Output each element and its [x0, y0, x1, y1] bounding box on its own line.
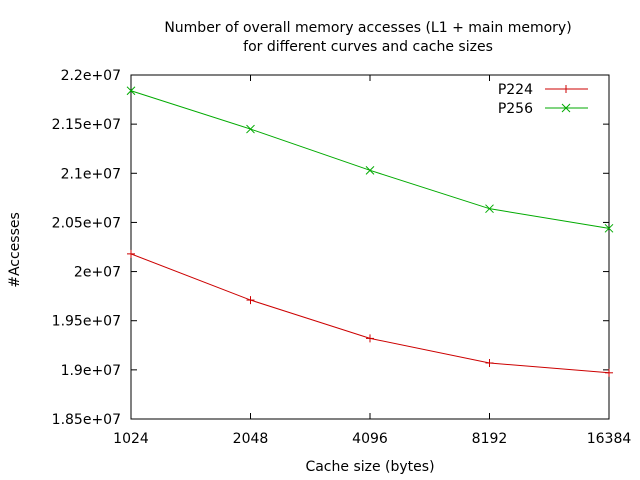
x-tick-label: 4096	[352, 431, 388, 447]
data-point-p256	[604, 223, 614, 233]
series-line-p224	[130, 253, 610, 374]
y-tick-label: 1.95e+07	[52, 314, 121, 330]
y-tick-label: 1.9e+07	[61, 363, 121, 379]
data-point-p224	[127, 249, 135, 258]
x-axis-ticks: 1024 2048 4096 8192 16384	[113, 75, 631, 447]
y-tick-label: 2.2e+07	[61, 68, 121, 84]
y-axis-label: #Accesses	[7, 212, 23, 288]
data-point-p224	[485, 358, 494, 367]
chart-title-line-1: Number of overall memory accesses (L1 + …	[164, 20, 571, 36]
legend-marker-p224	[562, 85, 570, 93]
x-tick-label: 16384	[587, 431, 632, 447]
legend-marker-p256	[561, 103, 571, 113]
chart-title-line-2: for different curves and cache sizes	[243, 39, 493, 55]
y-axis-ticks: 1.85e+07 1.9e+07 1.95e+07 2e+07 2.05e+07 2.1e…	[52, 68, 609, 428]
data-point-p256	[246, 124, 255, 134]
y-tick-label: 2.15e+07	[52, 117, 121, 133]
y-tick-label: 2.1e+07	[61, 166, 121, 182]
data-point-p256	[126, 86, 136, 96]
data-point-p256	[365, 165, 375, 175]
legend-label-p256: P256	[498, 101, 533, 117]
legend-item-p224: P224	[498, 82, 588, 98]
x-tick-label: 2048	[233, 431, 269, 447]
legend-label-p224: P224	[498, 82, 533, 98]
y-tick-label: 2.05e+07	[52, 215, 121, 231]
x-axis-label: Cache size (bytes)	[305, 459, 434, 475]
data-point-p256	[485, 204, 494, 214]
legend: P224 P256	[498, 82, 588, 117]
x-tick-label: 8192	[472, 431, 508, 447]
series-layer	[126, 86, 614, 377]
data-point-p224	[366, 334, 374, 343]
x-tick-label: 1024	[113, 431, 149, 447]
series-line-p256	[130, 90, 610, 229]
y-tick-label: 1.85e+07	[52, 412, 121, 428]
y-tick-label: 2e+07	[74, 265, 121, 281]
legend-item-p256: P256	[498, 101, 588, 117]
data-point-p224	[605, 368, 613, 377]
data-point-p224	[246, 296, 255, 305]
